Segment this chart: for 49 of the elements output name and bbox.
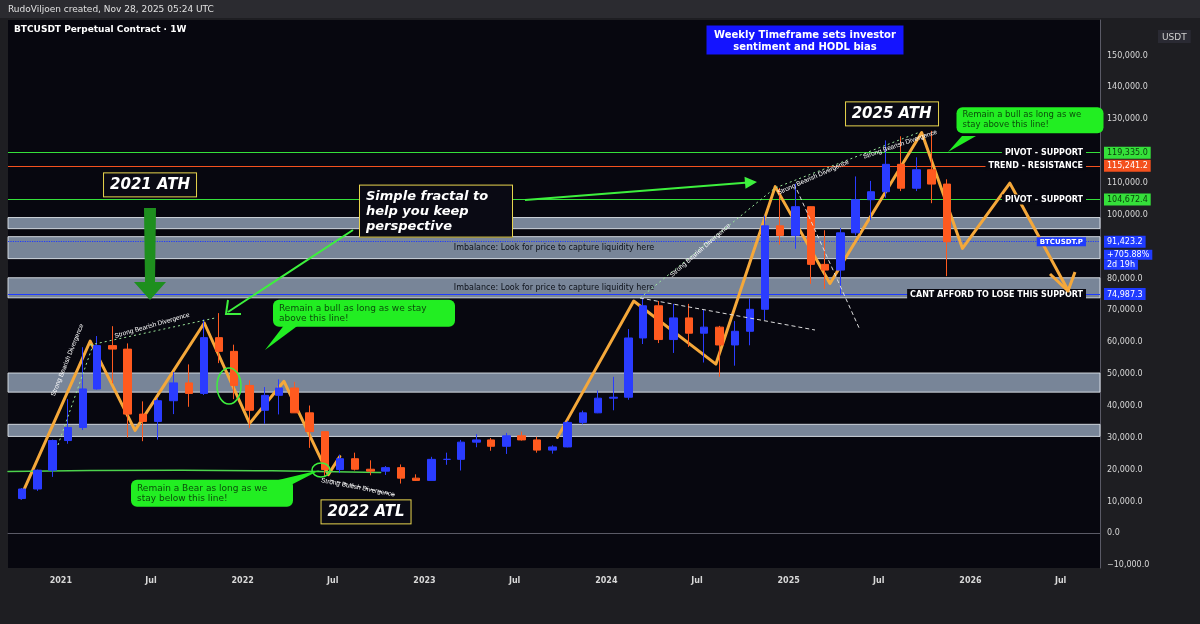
label-box: 2022 ATL xyxy=(320,499,412,525)
x-tick-label: Jul xyxy=(872,575,885,585)
y-tick-label: 91,423.2 xyxy=(1107,237,1143,247)
y-tick-label: 74,987.3 xyxy=(1107,289,1143,299)
band-label: Imbalance: Look for price to capture liquidity here xyxy=(453,283,655,293)
x-tick-label: Jul xyxy=(507,575,521,585)
y-axis-title: USDT xyxy=(1162,31,1188,42)
chart-title: BTCUSDT Perpetual Contract · 1W xyxy=(14,23,187,34)
x-tick-label: 2024 xyxy=(595,575,618,585)
ref-line-label: CANT AFFORD TO LOSE THIS SUPPORT xyxy=(910,289,1084,299)
y-tick-label: 50,000.0 xyxy=(1107,369,1143,379)
y-tick-label: 130,000.0 xyxy=(1107,114,1148,124)
note-box: Weekly Timeframe sets investor sentiment and HODL bias xyxy=(706,25,904,55)
x-tick-label: 2025 xyxy=(777,575,801,585)
y-tick-label: 30,000.0 xyxy=(1107,432,1143,442)
y-tick-label: 104,672.4 xyxy=(1107,194,1148,204)
label-box: 2025 ATH xyxy=(844,101,939,127)
y-tick-label: 100,000.0 xyxy=(1107,209,1148,219)
y-tick-label: 115,241.2 xyxy=(1107,161,1148,171)
label-box: 2021 ATH xyxy=(103,172,197,198)
x-tick-label: Jul xyxy=(144,575,157,585)
ref-line-label: TREND - RESISTANCE xyxy=(988,161,1083,171)
y-tick-label: 80,000.0 xyxy=(1107,273,1143,283)
x-tick-label: 2023 xyxy=(413,575,436,585)
chart-subtitle: RudoViljoen created, Nov 28, 2025 05:24 UTC xyxy=(8,3,214,14)
band-label: Imbalance: Look for price to capture liquidity here xyxy=(453,243,655,253)
x-tick-label: 2021 xyxy=(49,575,73,585)
text: 2d 19h xyxy=(1107,260,1135,270)
x-tick-label: Jul xyxy=(690,575,703,585)
y-tick-label: 20,000.0 xyxy=(1107,464,1143,474)
y-tick-label: 10,000.0 xyxy=(1107,496,1143,506)
ref-line-label: PIVOT - SUPPORT xyxy=(1004,194,1084,204)
y-tick-label: 140,000.0 xyxy=(1107,82,1148,92)
y-tick-label: 150,000.0 xyxy=(1107,50,1148,60)
y-tick-label: 70,000.0 xyxy=(1107,305,1143,315)
x-tick-label: Jul xyxy=(1053,575,1067,585)
text: +705.88% xyxy=(1107,250,1150,260)
y-tick-label: −10,000.0 xyxy=(1107,560,1150,570)
y-tick-label: 40,000.0 xyxy=(1107,401,1143,411)
y-tick-label: 60,000.0 xyxy=(1107,337,1143,347)
y-tick-label: 0.0 xyxy=(1107,528,1120,538)
x-tick-label: 2022 xyxy=(231,575,254,585)
y-tick-label: 110,000.0 xyxy=(1107,177,1148,187)
ref-line-label: PIVOT - SUPPORT xyxy=(1004,148,1084,158)
x-tick-label: Jul xyxy=(326,575,339,585)
label-box: Simple fractal to help you keep perspective xyxy=(359,184,513,238)
y-tick-label: 119,335.0 xyxy=(1107,148,1148,158)
callout-box: Remain a bull as long as we stay above this line! xyxy=(956,107,1104,133)
x-tick-label: 2026 xyxy=(959,575,983,585)
